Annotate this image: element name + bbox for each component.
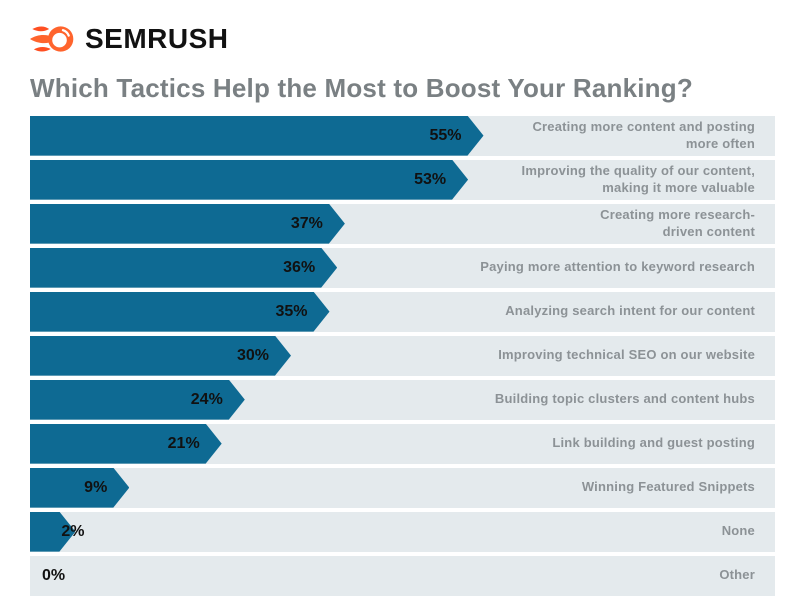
value-label: 2% <box>61 522 85 540</box>
bar <box>30 204 345 244</box>
brand-name: SEMRUSH <box>85 23 229 54</box>
category-label: Other <box>719 567 755 583</box>
value-label: 55% <box>429 126 462 144</box>
category-label: Creating more content and posting more o… <box>532 118 755 151</box>
chart-row: 36% Paying more attention to keyword res… <box>30 247 775 288</box>
bar <box>30 380 245 420</box>
category-label: Link building and guest posting <box>552 435 755 451</box>
value-label: 21% <box>167 434 200 452</box>
header: SEMRUSH <box>30 0 775 58</box>
category-label: Winning Featured Snippets <box>581 479 755 495</box>
category-label: Paying more attention to keyword researc… <box>480 259 755 275</box>
value-label: 53% <box>414 170 447 188</box>
category-label: Creating more research- driven content <box>600 206 755 239</box>
value-label: 37% <box>290 214 323 232</box>
chart-row: 30% Improving technical SEO on our websi… <box>30 335 775 376</box>
value-label: 9% <box>84 478 108 496</box>
category-label: Improving technical SEO on our website <box>498 347 755 363</box>
semrush-flame-icon <box>30 26 74 52</box>
chart-row: 35% Analyzing search intent for our cont… <box>30 291 775 332</box>
bar <box>30 292 330 332</box>
value-label: 35% <box>275 302 308 320</box>
chart-row: 0% Other <box>30 555 775 596</box>
value-label: 30% <box>236 346 269 364</box>
chart-row: 24% Building topic clusters and content … <box>30 379 775 420</box>
bar <box>30 160 468 200</box>
category-label: Analyzing search intent for our content <box>505 303 755 319</box>
bar <box>30 248 337 288</box>
page-title: Which Tactics Help the Most to Boost You… <box>30 73 693 103</box>
category-label: Building topic clusters and content hubs <box>494 391 755 407</box>
chart-row: 53% Improving the quality of our content… <box>30 159 775 200</box>
bar <box>30 424 222 464</box>
chart-row: 2% None <box>30 511 775 552</box>
category-label: Improving the quality of our content, ma… <box>521 162 755 195</box>
chart-row: 21% Link building and guest posting <box>30 423 775 464</box>
chart-row: 37% Creating more research- driven conte… <box>30 203 775 244</box>
bar <box>30 116 484 156</box>
semrush-logo: SEMRUSH <box>30 20 229 58</box>
bar-chart: 55% Creating more content and posting mo… <box>30 115 775 596</box>
bar <box>30 336 291 376</box>
value-label: 0% <box>42 566 66 584</box>
chart-row: 9% Winning Featured Snippets <box>30 467 775 508</box>
chart-row: 55% Creating more content and posting mo… <box>30 115 775 156</box>
category-label: None <box>721 523 755 539</box>
bar <box>30 468 129 508</box>
value-label: 36% <box>283 258 316 276</box>
value-label: 24% <box>190 390 223 408</box>
